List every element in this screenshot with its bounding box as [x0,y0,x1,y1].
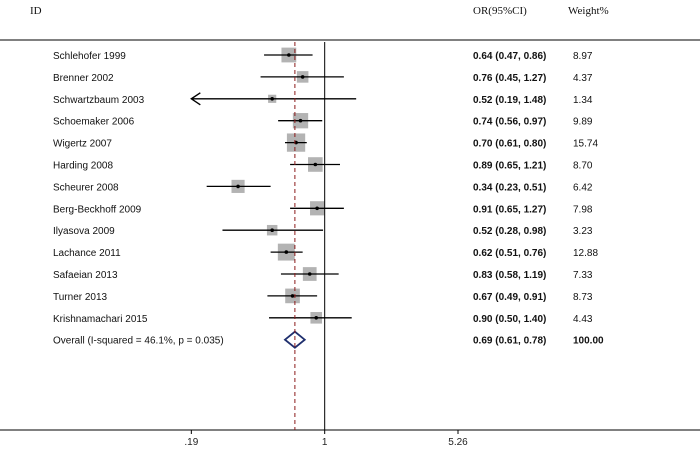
study-point-estimate [314,316,319,320]
study-or-text: 0.62 (0.51, 0.76) [473,248,546,259]
header-id: ID [30,5,42,17]
study-label: Schoemaker 2006 [53,117,135,128]
overall-weight-text: 100.00 [573,336,604,347]
study-or-text: 0.89 (0.65, 1.21) [473,161,546,172]
study-or-text: 0.67 (0.49, 0.91) [473,292,546,303]
study-or-text: 0.76 (0.45, 1.27) [473,73,546,84]
study-label: Schwartzbaum 2003 [53,95,145,106]
x-tick-label: 1 [322,437,328,448]
study-point-estimate [313,162,318,167]
study-label: Lachance 2011 [53,248,121,259]
study-label: Scheurer 2008 [53,182,119,193]
study-or-text: 0.52 (0.19, 1.48) [473,95,546,106]
study-label: Krishnamachari 2015 [53,314,148,325]
x-ticks: .19 1 5.26 [184,430,468,448]
header-weight: Weight% [568,5,609,17]
study-point-estimate [287,53,291,57]
x-tick-label: .19 [184,437,198,448]
study-weight-text: 4.37 [573,73,593,84]
study-weight-text: 9.89 [573,117,593,128]
study-weight-text: 3.23 [573,226,593,237]
study-or-text: 0.90 (0.50, 1.40) [473,314,546,325]
ci-truncation-arrow [190,92,201,106]
study-or-text: 0.52 (0.28, 0.98) [473,226,546,237]
study-or-text: 0.70 (0.61, 0.80) [473,139,546,150]
study-or-text: 0.64 (0.47, 0.86) [473,51,546,62]
study-label: Harding 2008 [53,161,113,172]
study-weight-text: 7.98 [573,204,593,215]
study-point-estimate [290,294,295,298]
x-tick-label: 5.26 [448,437,468,448]
study-point-estimate [236,184,240,189]
study-label: Schlehofer 1999 [53,51,126,62]
study-point-estimate [270,97,274,101]
study-or-text: 0.74 (0.56, 0.97) [473,117,546,128]
study-point-estimate [315,206,319,211]
study-point-estimate [284,250,289,254]
study-weight-text: 15.74 [573,139,598,150]
study-label: Turner 2013 [53,292,108,303]
study-weight-text: 8.73 [573,292,593,303]
study-label: Wigertz 2007 [53,139,112,150]
overall-or-text: 0.69 (0.61, 0.78) [473,336,546,347]
study-label: Ilyasova 2009 [53,226,115,237]
study-point-estimate [270,228,274,232]
overall-label: Overall (I-squared = 46.1%, p = 0.035) [53,336,224,347]
study-or-text: 0.83 (0.58, 1.19) [473,270,546,281]
study-weight-text: 8.70 [573,161,593,172]
study-weight-text: 12.88 [573,248,598,259]
study-label: Berg-Beckhoff 2009 [53,204,142,215]
study-point-estimate [298,118,303,123]
study-or-text: 0.34 (0.23, 0.51) [473,182,546,193]
study-label: Safaeian 2013 [53,270,118,281]
study-weight-text: 8.97 [573,51,593,62]
study-weight-text: 6.42 [573,182,593,193]
study-weight-text: 4.43 [573,314,593,325]
study-weight-text: 1.34 [573,95,593,106]
study-point-estimate [300,75,305,79]
study-weight-text: 7.33 [573,270,593,281]
study-or-text: 0.91 (0.65, 1.27) [473,204,546,215]
study-rows: Schlehofer 1999 0.64 (0.47, 0.86) 8.97 Bren… [53,47,604,349]
header-or: OR(95%CI) [473,5,527,17]
study-point-estimate [307,272,312,276]
study-label: Brenner 2002 [53,73,114,84]
